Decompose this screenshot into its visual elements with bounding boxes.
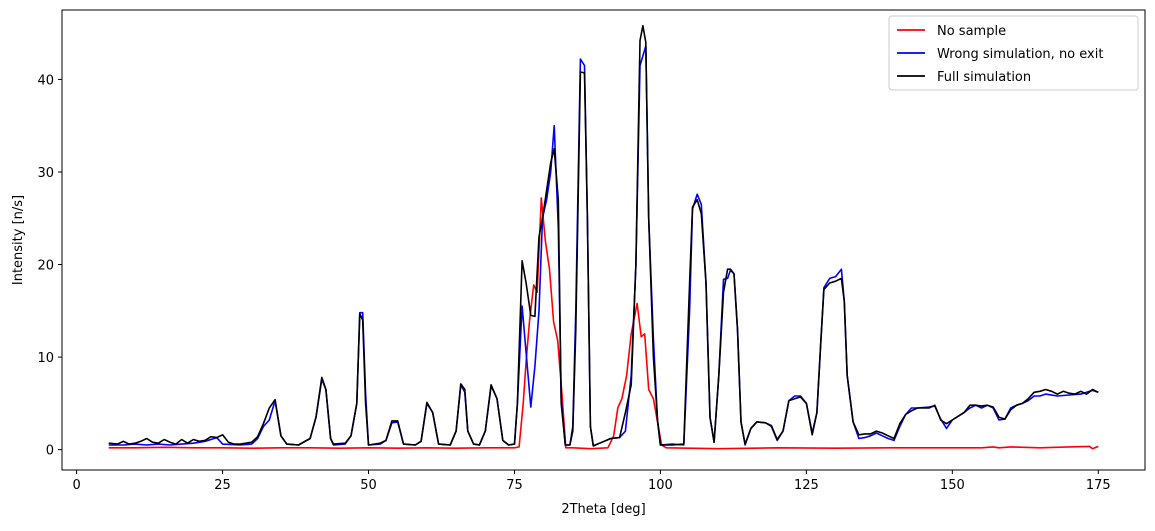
x-tick-label: 125 (794, 478, 819, 493)
plot-frame (61, 9, 1146, 471)
legend-item: No sample (897, 24, 1006, 39)
y-tick-label: 30 (37, 166, 54, 181)
legend-label: Full simulation (937, 70, 1031, 85)
legend-item: Full simulation (897, 70, 1031, 85)
series-line-1 (108, 197, 1099, 450)
x-tick-label: 25 (214, 478, 231, 493)
legend-item: Wrong simulation, no exit (897, 47, 1103, 62)
y-axis-label: Intensity [n/s] (11, 195, 26, 285)
x-tick-label: 50 (360, 478, 377, 493)
x-tick-label: 75 (506, 478, 523, 493)
series-line-3 (108, 24, 1099, 447)
y-tick-label: 0 (46, 444, 54, 459)
ticks-layer: 0 25 50 75 100 125 150 175 0 10 20 30 40 (37, 73, 1110, 493)
legend-label: No sample (937, 24, 1006, 39)
x-tick-label: 0 (72, 478, 80, 493)
series-layer (108, 24, 1099, 450)
y-tick-label: 40 (37, 73, 54, 88)
y-tick-label: 20 (37, 259, 54, 274)
x-tick-label: 150 (940, 478, 965, 493)
x-tick-label: 100 (648, 478, 673, 493)
legend: No sample Wrong simulation, no exit Full s… (888, 15, 1139, 91)
y-tick-label: 10 (37, 351, 54, 366)
x-axis-label: 2Theta [deg] (561, 502, 645, 517)
legend-label: Wrong simulation, no exit (937, 47, 1103, 62)
x-tick-label: 175 (1086, 478, 1111, 493)
legend-box (888, 15, 1139, 91)
